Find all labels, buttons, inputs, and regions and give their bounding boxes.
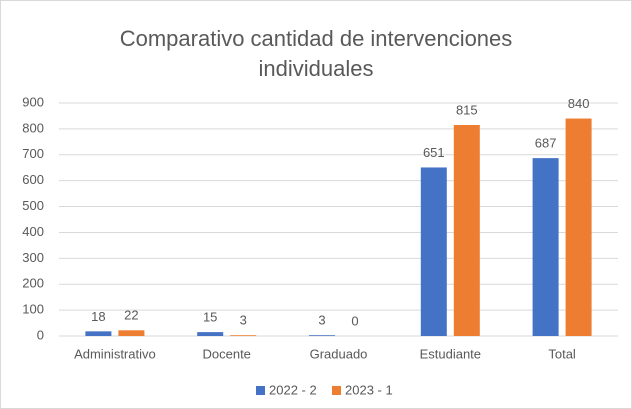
bar [420, 167, 447, 336]
y-tick-label: 500 [22, 198, 44, 213]
bar [118, 330, 145, 336]
x-tick-label: Total [548, 346, 576, 361]
x-tick-label: Docente [202, 346, 250, 361]
bar [532, 158, 559, 336]
y-tick-label: 100 [22, 302, 44, 317]
legend-label: 2023 - 1 [345, 382, 393, 397]
y-tick-label: 200 [22, 276, 44, 291]
y-tick-label: 600 [22, 172, 44, 187]
bar [565, 118, 592, 337]
x-tick-label: Graduado [310, 346, 368, 361]
y-tick-label: 0 [37, 327, 44, 342]
data-label: 687 [535, 136, 557, 151]
data-label: 18 [91, 309, 105, 324]
data-label: 651 [423, 145, 445, 160]
data-label: 840 [568, 96, 590, 111]
data-label: 22 [124, 308, 138, 323]
data-label: 3 [318, 313, 325, 328]
x-tick-label: Estudiante [420, 346, 481, 361]
bar [453, 125, 480, 336]
data-label: 815 [456, 102, 478, 117]
bar [197, 332, 224, 336]
chart-title: Comparativo cantidad de intervenciones i… [119, 26, 513, 81]
bar [230, 335, 257, 336]
y-tick-label: 700 [22, 146, 44, 161]
y-tick-label: 400 [22, 224, 44, 239]
y-tick-label: 900 [22, 94, 44, 109]
data-label: 0 [351, 313, 358, 328]
y-tick-label: 300 [22, 250, 44, 265]
legend-swatch [332, 386, 341, 395]
legend-swatch [256, 386, 265, 395]
legend-label: 2022 - 2 [269, 382, 317, 397]
data-label: 15 [203, 310, 217, 325]
data-label: 3 [240, 313, 247, 328]
bar [85, 331, 112, 336]
bar [309, 335, 335, 336]
x-tick-label: Administrativo [74, 346, 156, 361]
y-tick-label: 800 [22, 120, 44, 135]
